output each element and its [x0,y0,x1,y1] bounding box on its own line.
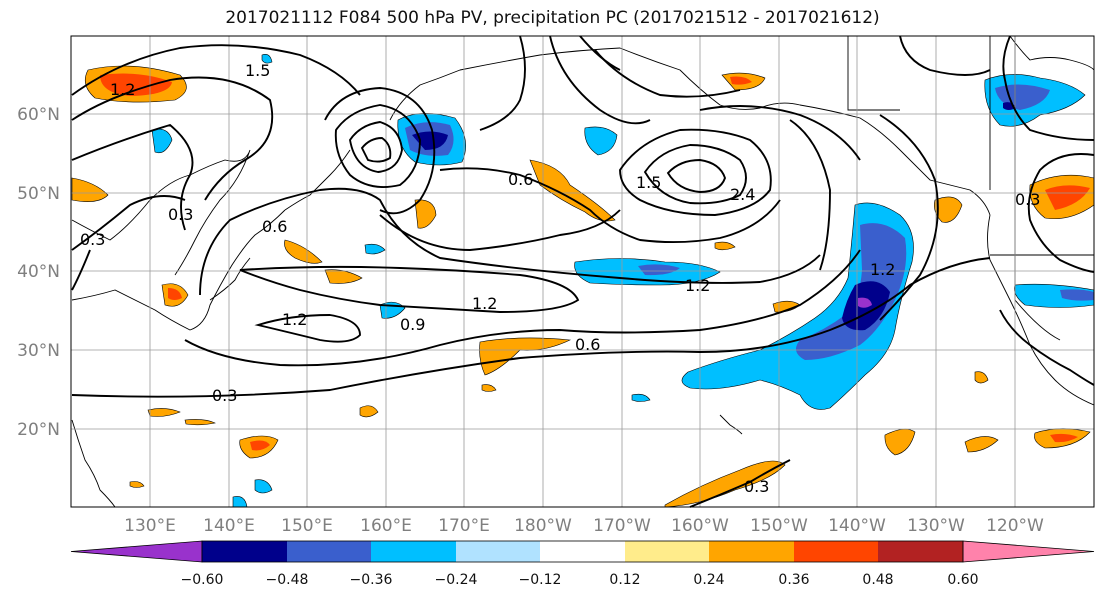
lon-label: 180°W [514,516,572,536]
colorbar-segment [371,541,456,562]
pv-contours [71,35,1095,508]
longitude-labels: 130°E 140°E 150°E 160°E 170°E 180°W 170°… [124,516,1044,536]
contour-label: 0.6 [575,335,600,354]
colorbar-tick-labels: −0.60 −0.48 −0.36 −0.24 −0.12 0.12 0.24 … [181,572,979,588]
colorbar-extend-max [962,540,1095,563]
colorbar-tick-label: 0.24 [693,572,724,588]
contour-label: 0.3 [80,230,105,249]
colorbar-tick-label: −0.24 [435,572,478,588]
lon-label: 140°E [203,516,255,536]
contour-label: 0.3 [1015,190,1040,209]
contour-label: 2.4 [730,185,755,204]
contour-label: 1.5 [245,61,270,80]
contour-label: 0.6 [508,170,533,189]
colorbar-segment [202,541,287,562]
gridlines [71,36,1094,507]
lat-label: 40°N [17,262,60,282]
colorbar-tick-label: −0.12 [519,572,562,588]
contour-label: 1.5 [636,173,661,192]
lon-label: 150°E [281,516,333,536]
colorbar-segment [794,541,878,562]
contour-label: 1.2 [472,294,497,313]
lon-label: 120°W [986,516,1044,536]
colorbar-segments [70,540,1095,563]
contour-labels: 1.5 1.2 0.6 1.2 0.3 1.2 0.6 0.9 0.6 1.2 … [80,61,1040,496]
contour-label: 0.6 [262,217,287,236]
colorbar: −0.60 −0.48 −0.36 −0.24 −0.12 0.12 0.24 … [70,540,1095,588]
colorbar-segment [709,541,794,562]
lon-label: 130°W [907,516,965,536]
colorbar-frame [201,540,964,563]
precip-positive-shading [71,65,1095,508]
lon-label: 130°E [124,516,176,536]
lon-label: 160°E [360,516,412,536]
colorbar-tick-label: 0.12 [609,572,640,588]
lon-label: 170°W [593,516,651,536]
map-title: 2017021112 F084 500 hPa PV, precipitatio… [225,8,880,28]
colorbar-tick-label: 0.48 [862,572,893,588]
contour-label: 1.2 [685,276,710,295]
contour-label: 0.3 [212,386,237,405]
contour-label: 1.2 [282,310,307,329]
lat-label: 20°N [17,420,60,440]
colorbar-segment [878,541,963,562]
contour-label: 1.2 [870,260,895,279]
colorbar-tick-label: 0.60 [947,572,978,588]
lon-label: 140°W [828,516,886,536]
lat-label: 30°N [17,341,60,361]
colorbar-tick-label: −0.60 [181,572,224,588]
colorbar-segment [287,541,371,562]
lat-label: 60°N [17,105,60,125]
lon-label: 160°W [671,516,729,536]
lon-label: 170°E [438,516,490,536]
contour-label: 0.3 [744,477,769,496]
contour-label: 0.9 [400,315,425,334]
colorbar-tick-label: −0.48 [266,572,309,588]
map-border [70,35,1095,508]
colorbar-extend-min [70,540,203,563]
colorbar-segment [540,541,625,562]
contour-label: 1.2 [110,80,135,99]
colorbar-tick-label: 0.36 [778,572,809,588]
colorbar-segment [456,541,540,562]
colorbar-tick-label: −0.36 [350,572,393,588]
contour-label: 0.3 [168,205,193,224]
latitude-labels: 60°N 50°N 40°N 30°N 20°N [17,105,60,440]
colorbar-segment [625,541,709,562]
lon-label: 150°W [750,516,808,536]
lat-label: 50°N [17,184,60,204]
